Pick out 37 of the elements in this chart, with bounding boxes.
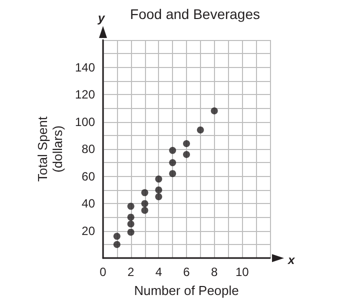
point [127,202,134,210]
y-tick-label: 100 [74,114,96,129]
x-axis-title: Number of People [134,283,239,298]
point [155,186,162,194]
point [169,170,176,178]
x-tick-label: 2 [127,265,134,280]
y-tick-label: 20 [82,224,96,238]
x-tick-label: 8 [210,265,218,280]
point [183,140,190,148]
point [113,232,120,240]
y-tick-label: 140 [74,60,96,74]
point [210,107,218,114]
y-tick-label: 40 [82,196,96,211]
y-axis-title: Total Spent (dollars) [35,116,65,182]
y-tick-label: 80 [82,142,96,156]
chart-title: Food and Beverages [130,6,260,22]
point [141,200,148,208]
x-tick-label: 10 [235,265,250,280]
point [127,214,134,221]
point [155,193,162,200]
y-tick-label: 120 [74,88,96,102]
text: x [287,253,296,267]
point [141,189,148,196]
point [113,240,120,248]
point [196,126,204,134]
point [169,159,176,166]
x-tick-label: 6 [183,265,190,280]
y-tick-label: 60 [82,169,96,184]
point [141,206,148,214]
point [155,176,162,183]
point [127,220,134,228]
point [169,146,176,154]
x-tick-label: 4 [155,265,162,280]
x-tick-label: 0 [100,265,107,280]
text: y [97,11,106,25]
point [127,228,134,236]
point [183,151,190,158]
